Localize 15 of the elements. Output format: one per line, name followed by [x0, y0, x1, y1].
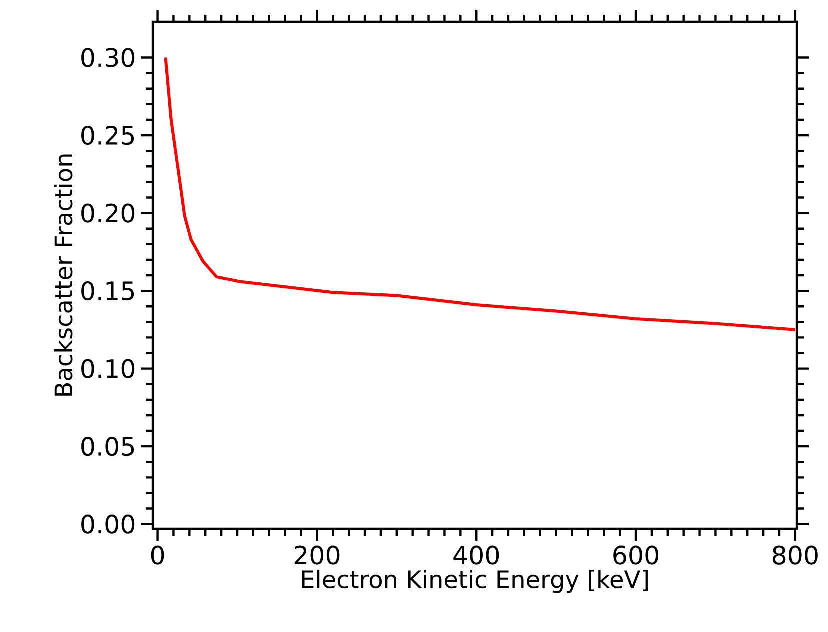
- line-series: [164, 56, 797, 332]
- x-tick-label: 0: [151, 546, 164, 565]
- y-tick-label: 0.25: [82, 126, 134, 146]
- y-tick-label: 0.30: [82, 48, 135, 68]
- x-tick-label: 400: [454, 546, 500, 565]
- y-axis-title: Backscatter Fraction: [54, 154, 73, 396]
- x-tick-label: 800: [772, 546, 818, 565]
- x-tick-label: 200: [294, 546, 340, 565]
- y-tick-label: 0.00: [82, 514, 135, 534]
- x-axis-title: Electron Kinetic Energy [keV]: [302, 570, 648, 594]
- y-tick-label: 0.15: [82, 281, 134, 301]
- y-tick-label: 0.10: [82, 359, 135, 378]
- y-tick-label: 0.05: [82, 436, 134, 456]
- y-tick-label: 0.20: [82, 204, 135, 223]
- x-tick-label: 600: [614, 546, 658, 565]
